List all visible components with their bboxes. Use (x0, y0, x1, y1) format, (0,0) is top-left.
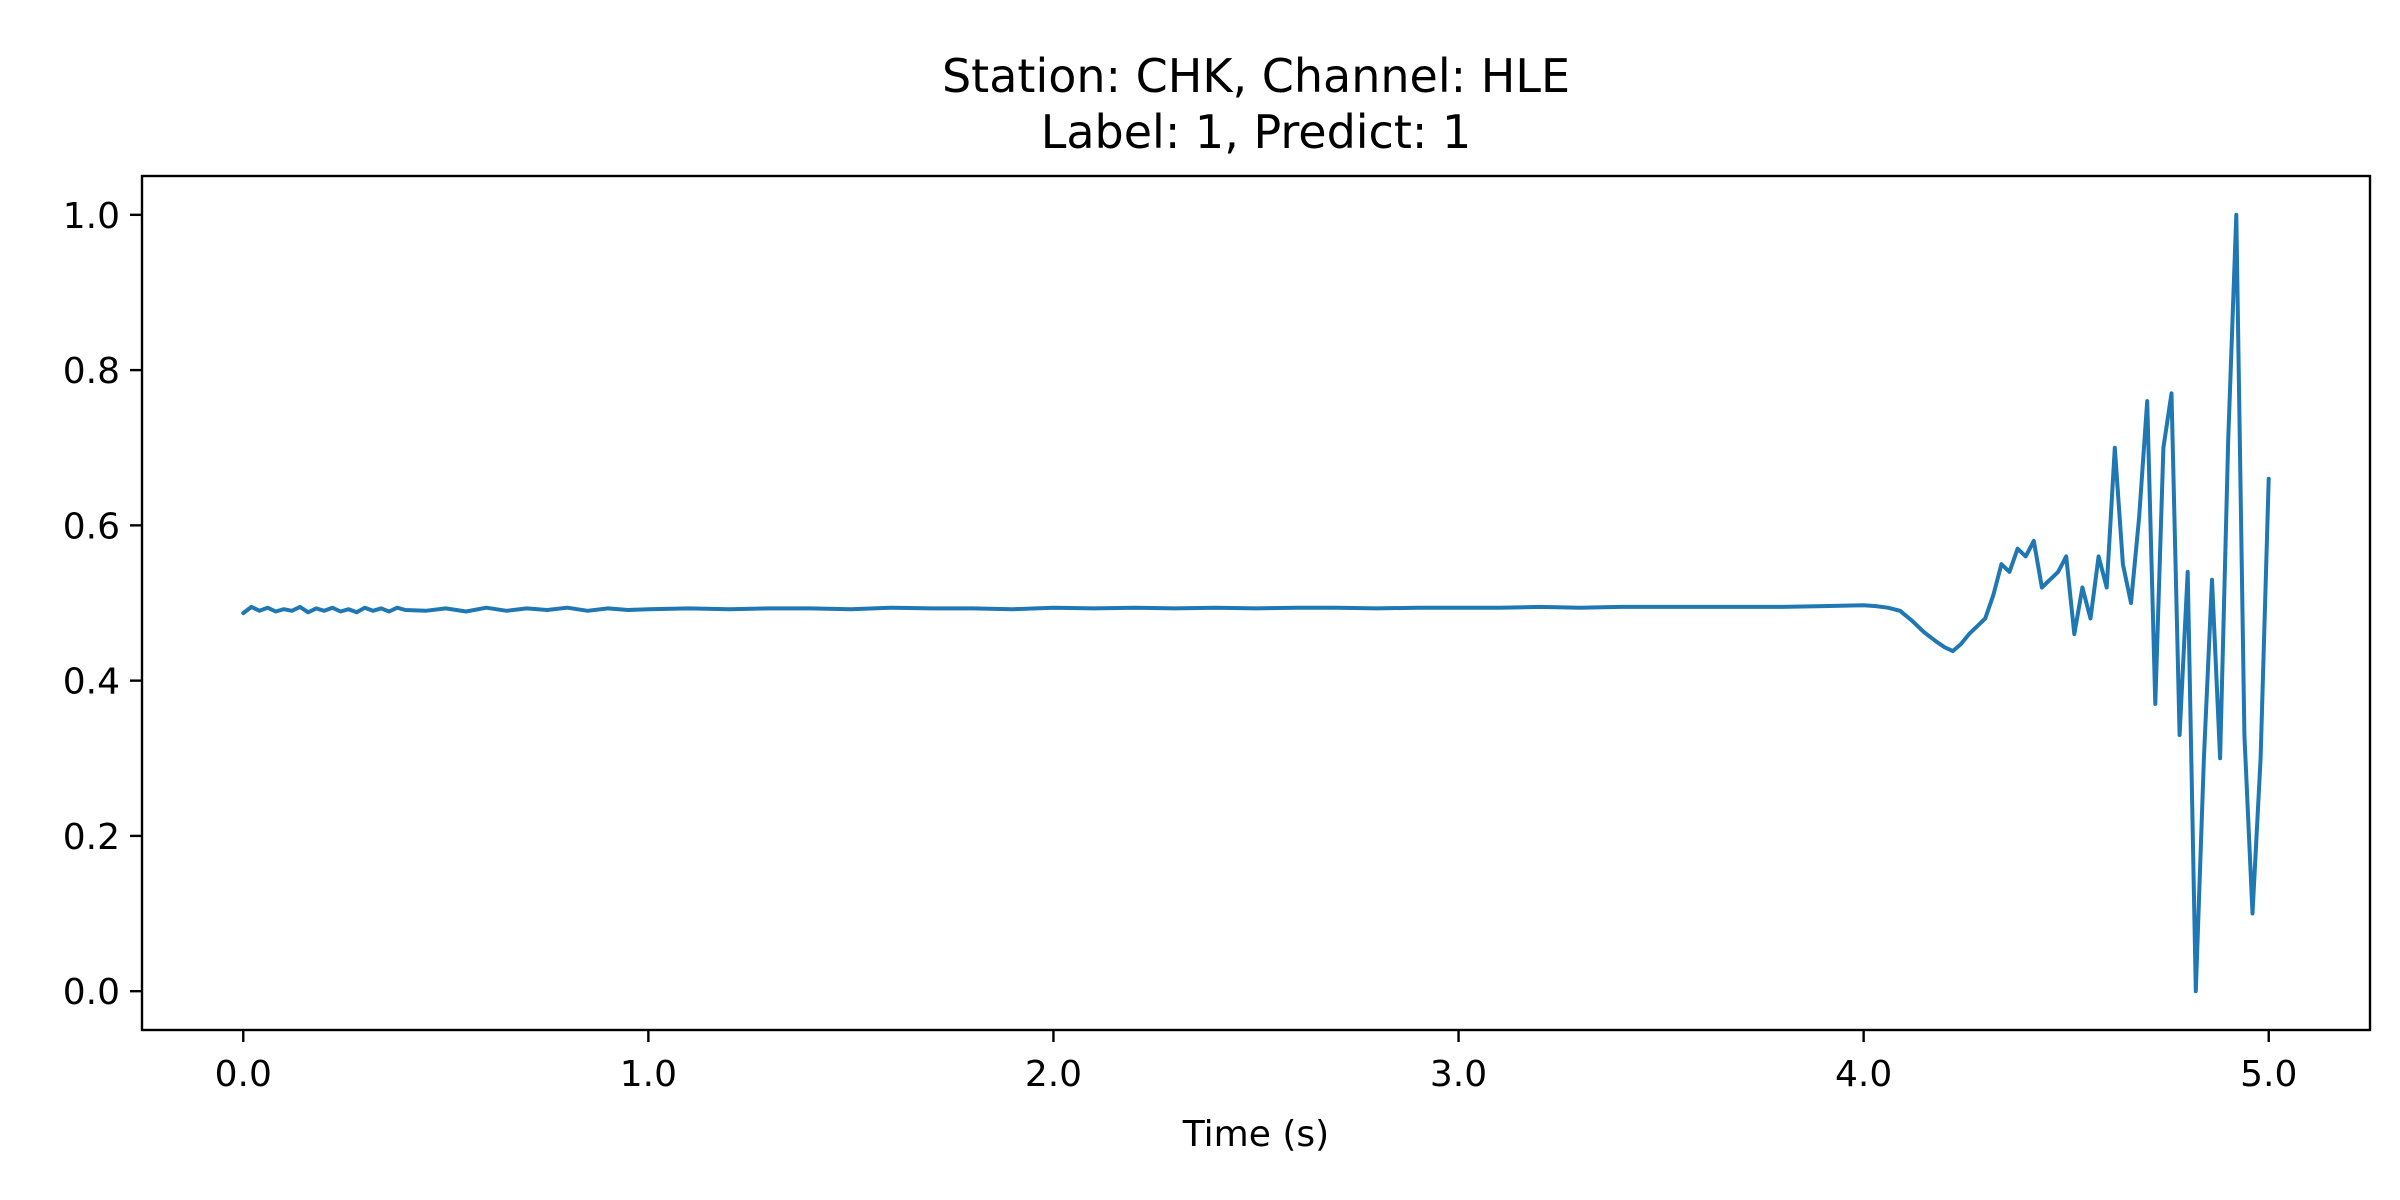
x-axis: 0.0 1.0 2.0 3.0 4.0 5.0 (215, 1030, 2297, 1095)
y-tick-label: 1.0 (63, 196, 120, 237)
y-tick-label: 0.8 (63, 351, 120, 392)
x-tick-label: 3.0 (1430, 1054, 1487, 1095)
x-tick-label: 0.0 (215, 1054, 272, 1095)
chart-subtitle: Label: 1, Predict: 1 (1041, 105, 1472, 159)
x-tick-label: 2.0 (1025, 1054, 1082, 1095)
x-tick-label: 1.0 (620, 1054, 677, 1095)
chart-title: Station: CHK, Channel: HLE (942, 49, 1570, 103)
plot-area (241, 212, 2271, 994)
x-tick-label: 5.0 (2240, 1054, 2297, 1095)
y-axis: 0.0 0.2 0.4 0.6 0.8 1.0 (63, 196, 142, 1013)
series-line (241, 212, 2271, 994)
y-tick-label: 0.4 (63, 662, 120, 703)
x-tick-label: 4.0 (1835, 1054, 1892, 1095)
y-tick-label: 0.2 (63, 817, 120, 858)
axes-frame (140, 174, 2372, 1032)
y-tick-label: 0.0 (63, 972, 120, 1013)
y-tick-label: 0.6 (63, 506, 120, 547)
x-axis-label: Time (s) (1182, 1114, 1329, 1155)
